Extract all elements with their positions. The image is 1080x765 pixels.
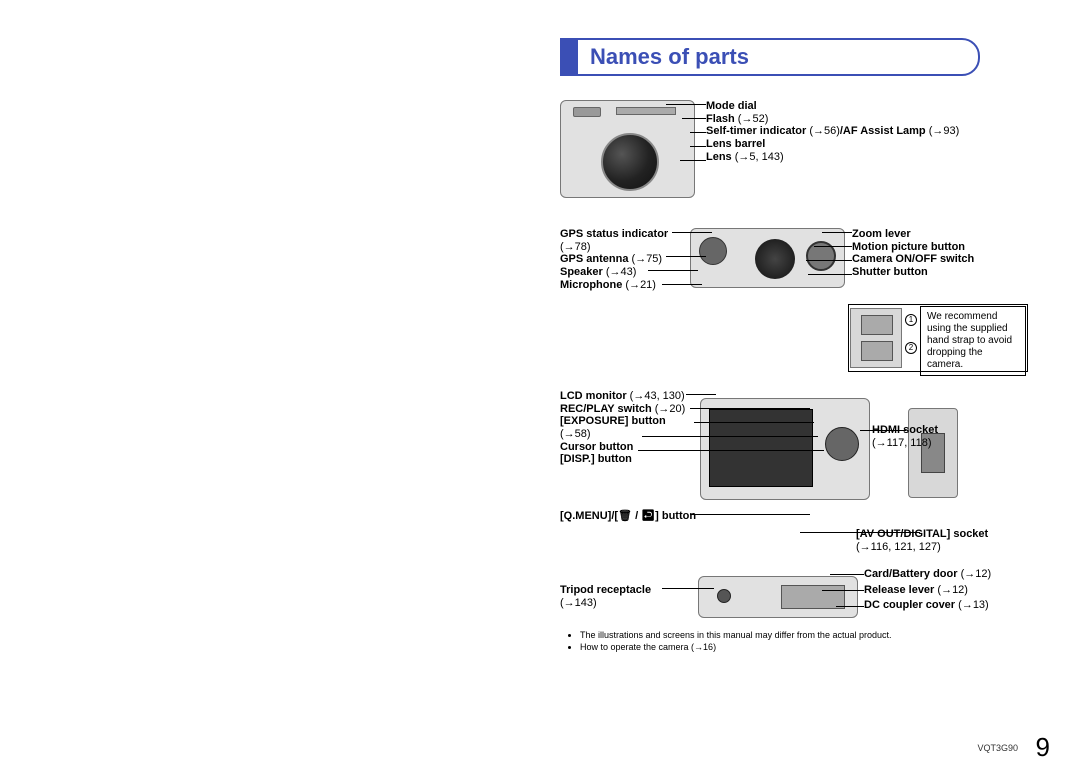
disp-button-label: [DISP.] button (560, 453, 632, 465)
camera-side-illustration (908, 408, 958, 498)
strap-illustration (850, 308, 902, 368)
speaker-label: Speaker (560, 266, 603, 278)
avout-socket-ref: (→116, 121, 127) (856, 541, 941, 553)
speaker-ref: (→43) (606, 266, 637, 278)
self-timer-label: Self-timer indicator (706, 125, 806, 137)
lens-barrel-label: Lens barrel (706, 138, 765, 150)
zoom-lever-label: Zoom lever (852, 228, 911, 240)
strap-step-1: 1 (905, 314, 917, 326)
dc-coupler-cover-label: DC coupler cover (864, 599, 955, 611)
shutter-button-label: Shutter button (852, 266, 928, 278)
camera-top-illustration (690, 228, 845, 288)
page-number: 9 (1036, 732, 1050, 763)
self-timer-ref: (→56) (809, 125, 840, 137)
dc-coupler-cover-ref: (→13) (958, 599, 989, 611)
onoff-switch-label: Camera ON/OFF switch (852, 253, 974, 265)
tripod-receptacle-ref: (→143) (560, 597, 597, 609)
lcd-monitor-ref: (→43, 130) (630, 390, 685, 402)
flash-label: Flash (706, 113, 735, 125)
release-lever-ref: (→12) (937, 584, 968, 596)
flash-ref: (→52) (738, 113, 769, 125)
lcd-monitor-label: LCD monitor (560, 390, 627, 402)
card-battery-door-label: Card/Battery door (864, 568, 958, 580)
recplay-switch-label: REC/PLAY switch (560, 403, 652, 415)
strap-note-box: We recommend using the supplied hand str… (920, 306, 1026, 376)
title-banner: Names of parts (560, 38, 980, 76)
page-title: Names of parts (562, 40, 978, 74)
microphone-label: Microphone (560, 279, 622, 291)
strap-note-text: We recommend using the supplied hand str… (927, 311, 1012, 370)
motion-picture-label: Motion picture button (852, 241, 965, 253)
camera-bottom-illustration (698, 576, 858, 618)
microphone-ref: (→21) (625, 279, 656, 291)
cursor-button-label: Cursor button (560, 441, 633, 453)
gps-status-ref: (→78) (560, 241, 591, 253)
exposure-button-ref: (→58) (560, 428, 591, 440)
gps-status-label: GPS status indicator (560, 228, 668, 240)
lens-ref: (→5, 143) (735, 151, 784, 163)
camera-front-illustration (560, 100, 695, 198)
card-battery-door-ref: (→12) (961, 568, 992, 580)
gps-antenna-ref: (→75) (632, 253, 663, 265)
hdmi-socket-ref: (→117, 118) (872, 437, 932, 449)
note-1: The illustrations and screens in this ma… (580, 630, 996, 642)
recplay-switch-ref: (→20) (655, 403, 686, 415)
footer-code: VQT3G90 (977, 743, 1018, 753)
note-2: How to operate the camera (→16) (580, 642, 996, 654)
footer-notes: The illustrations and screens in this ma… (566, 630, 996, 653)
camera-rear-illustration (700, 398, 870, 500)
gps-antenna-label: GPS antenna (560, 253, 628, 265)
exposure-button-label: [EXPOSURE] button (560, 415, 666, 427)
avout-socket-label: [AV OUT/DIGITAL] socket (856, 528, 988, 540)
release-lever-label: Release lever (864, 584, 934, 596)
af-assist-ref: (→93) (929, 125, 960, 137)
lens-label: Lens (706, 151, 732, 163)
af-assist-label: /AF Assist Lamp (840, 125, 926, 137)
tripod-receptacle-label: Tripod receptacle (560, 584, 651, 596)
mode-dial-label: Mode dial (706, 100, 757, 112)
strap-step-2: 2 (905, 342, 917, 354)
qmenu-button-label: [Q.MENU]/[🗑 / ↩] button (560, 510, 696, 522)
